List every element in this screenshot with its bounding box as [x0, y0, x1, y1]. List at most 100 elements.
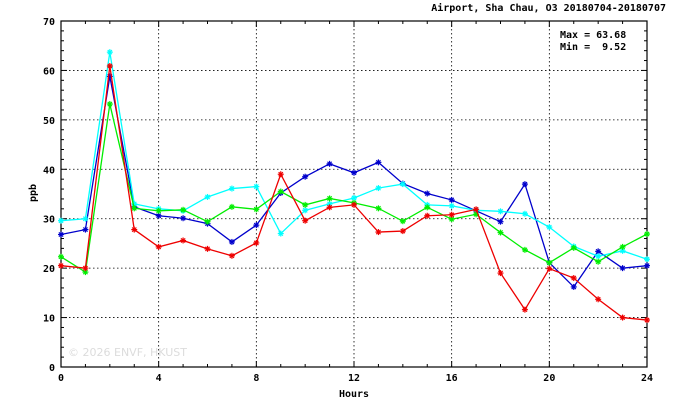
data-point: [351, 201, 357, 208]
data-point: [424, 190, 431, 197]
data-point: [82, 226, 89, 233]
data-point: [228, 203, 235, 210]
data-point: [619, 265, 626, 272]
data-point: [644, 262, 650, 269]
data-point: [399, 181, 406, 188]
data-point: [277, 230, 284, 237]
data-series: [58, 49, 650, 324]
data-point: [473, 206, 480, 213]
data-point: [326, 160, 333, 167]
data-point: [521, 210, 528, 217]
x-tick-label: 24: [641, 373, 653, 384]
data-point: [619, 314, 626, 321]
y-tick-label: 30: [43, 215, 55, 226]
data-point: [253, 183, 260, 190]
data-point: [399, 228, 406, 235]
data-point: [204, 193, 211, 200]
data-point: [106, 101, 113, 108]
data-point: [180, 237, 187, 244]
data-point: [58, 217, 64, 224]
data-point: [82, 215, 89, 222]
data-point: [155, 207, 162, 214]
data-point: [375, 185, 382, 192]
data-point: [570, 275, 577, 282]
x-tick-label: 12: [348, 373, 360, 384]
data-point: [448, 211, 455, 218]
x-tick-label: 20: [543, 373, 555, 384]
data-point: [497, 208, 504, 215]
stat-min-label: Min = 9.52: [560, 41, 626, 53]
y-tick-label: 20: [43, 264, 55, 275]
data-point: [180, 215, 187, 222]
data-point: [644, 231, 650, 238]
data-point: [448, 202, 455, 209]
data-point: [351, 169, 357, 176]
data-point: [58, 253, 64, 260]
data-point: [131, 226, 138, 233]
data-point: [399, 218, 406, 225]
data-point: [448, 216, 455, 223]
stat-max-label: Max = 63.68: [560, 30, 626, 41]
data-point: [155, 243, 162, 250]
data-point: [521, 181, 528, 188]
y-axis-label: ppb: [28, 184, 39, 202]
data-point: [448, 196, 455, 203]
data-point: [595, 253, 602, 260]
data-point: [228, 185, 235, 192]
data-point: [546, 265, 553, 272]
data-point: [58, 231, 64, 238]
data-point: [277, 171, 284, 178]
axes: 0 4 8 12 16 20 24 0 10 20 30 40 50 60 70: [43, 17, 653, 384]
data-point: [302, 217, 309, 224]
data-point: [253, 239, 260, 246]
data-point: [521, 246, 528, 253]
series-4: [58, 62, 650, 324]
data-point: [497, 229, 504, 236]
data-point: [131, 205, 138, 212]
watermark: © 2026 ENVF, HKUST: [68, 346, 187, 359]
data-point: [619, 243, 626, 250]
data-point: [326, 195, 333, 202]
data-point: [106, 62, 113, 69]
x-axis-label: Hours: [339, 389, 369, 400]
data-point: [497, 270, 504, 277]
data-point: [277, 188, 284, 195]
data-point: [424, 204, 431, 211]
data-point: [302, 173, 309, 180]
data-point: [155, 212, 162, 219]
y-tick-label: 50: [43, 116, 55, 127]
data-point: [644, 317, 650, 324]
data-point: [106, 49, 113, 56]
data-point: [253, 222, 260, 229]
data-point: [570, 283, 577, 290]
data-point: [131, 200, 138, 207]
data-point: [595, 296, 602, 303]
data-point: [375, 159, 382, 166]
data-point: [180, 206, 187, 213]
data-point: [424, 212, 431, 219]
data-point: [204, 245, 211, 252]
plot-frame: [60, 20, 648, 368]
data-point: [595, 258, 602, 265]
data-point: [497, 218, 504, 225]
data-point: [253, 206, 260, 213]
data-point: [326, 204, 333, 211]
y-tick-label: 40: [43, 165, 55, 176]
data-point: [546, 224, 553, 231]
data-point: [302, 201, 309, 208]
data-point: [375, 229, 382, 236]
data-point: [521, 306, 528, 313]
y-tick-label: 70: [43, 17, 55, 28]
data-point: [302, 207, 309, 214]
data-point: [228, 252, 235, 259]
y-tick-label: 60: [43, 66, 55, 77]
data-point: [82, 265, 89, 272]
data-point: [58, 262, 64, 269]
x-tick-label: 8: [253, 373, 259, 384]
chart-title: Airport, Sha Chau, O3 20180704-20180707: [431, 3, 666, 14]
y-tick-label: 0: [49, 363, 55, 374]
grid-lines: [61, 21, 647, 367]
x-tick-label: 16: [446, 373, 458, 384]
